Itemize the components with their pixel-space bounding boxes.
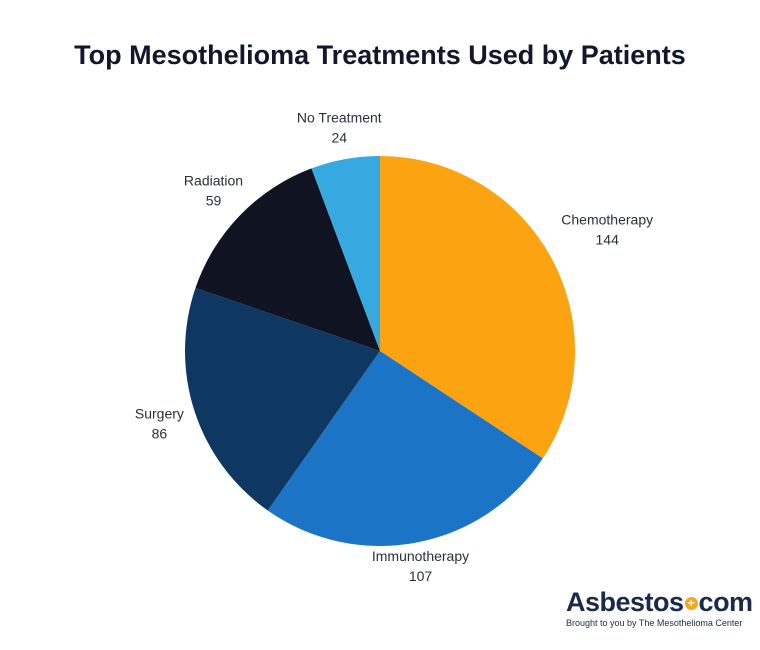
pie-slice-no-treatment <box>311 156 380 351</box>
slice-label-radiation: Radiation <box>184 172 243 188</box>
pie-slice-radiation <box>195 168 380 351</box>
slice-label-surgery: Surgery <box>135 406 184 422</box>
pie-slice-chemotherapy <box>380 156 575 459</box>
brand-plus-icon: + <box>684 597 698 611</box>
brand-name-prefix: Asbestos <box>566 587 684 617</box>
brand-name-suffix: com <box>698 587 754 617</box>
slice-value-chemotherapy: 144 <box>596 232 620 248</box>
brand-logo: Asbestos + com Brought to you by The Mesot… <box>566 587 753 628</box>
pie-labels: Chemotherapy 144 Immunotherapy 107 Surgery 86… <box>135 110 653 585</box>
slice-label-chemotherapy: Chemotherapy <box>561 212 653 228</box>
slice-label-immunotherapy: Immunotherapy <box>372 548 469 564</box>
pie-slice-surgery <box>184 287 380 511</box>
pie-slices <box>184 156 575 547</box>
brand-tagline: Brought to you by The Mesothelioma Cente… <box>566 618 743 628</box>
slice-value-surgery: 86 <box>152 426 168 442</box>
chart-title: Top Mesothelioma Treatments Used by Pati… <box>74 40 686 70</box>
slice-value-immunotherapy: 107 <box>409 568 433 584</box>
slice-value-radiation: 59 <box>206 192 222 208</box>
slice-value-no-treatment: 24 <box>332 130 348 146</box>
slice-label-no-treatment: No Treatment <box>297 110 382 126</box>
pie-slice-immunotherapy <box>267 351 543 547</box>
brand-name: Asbestos + com <box>566 587 753 617</box>
